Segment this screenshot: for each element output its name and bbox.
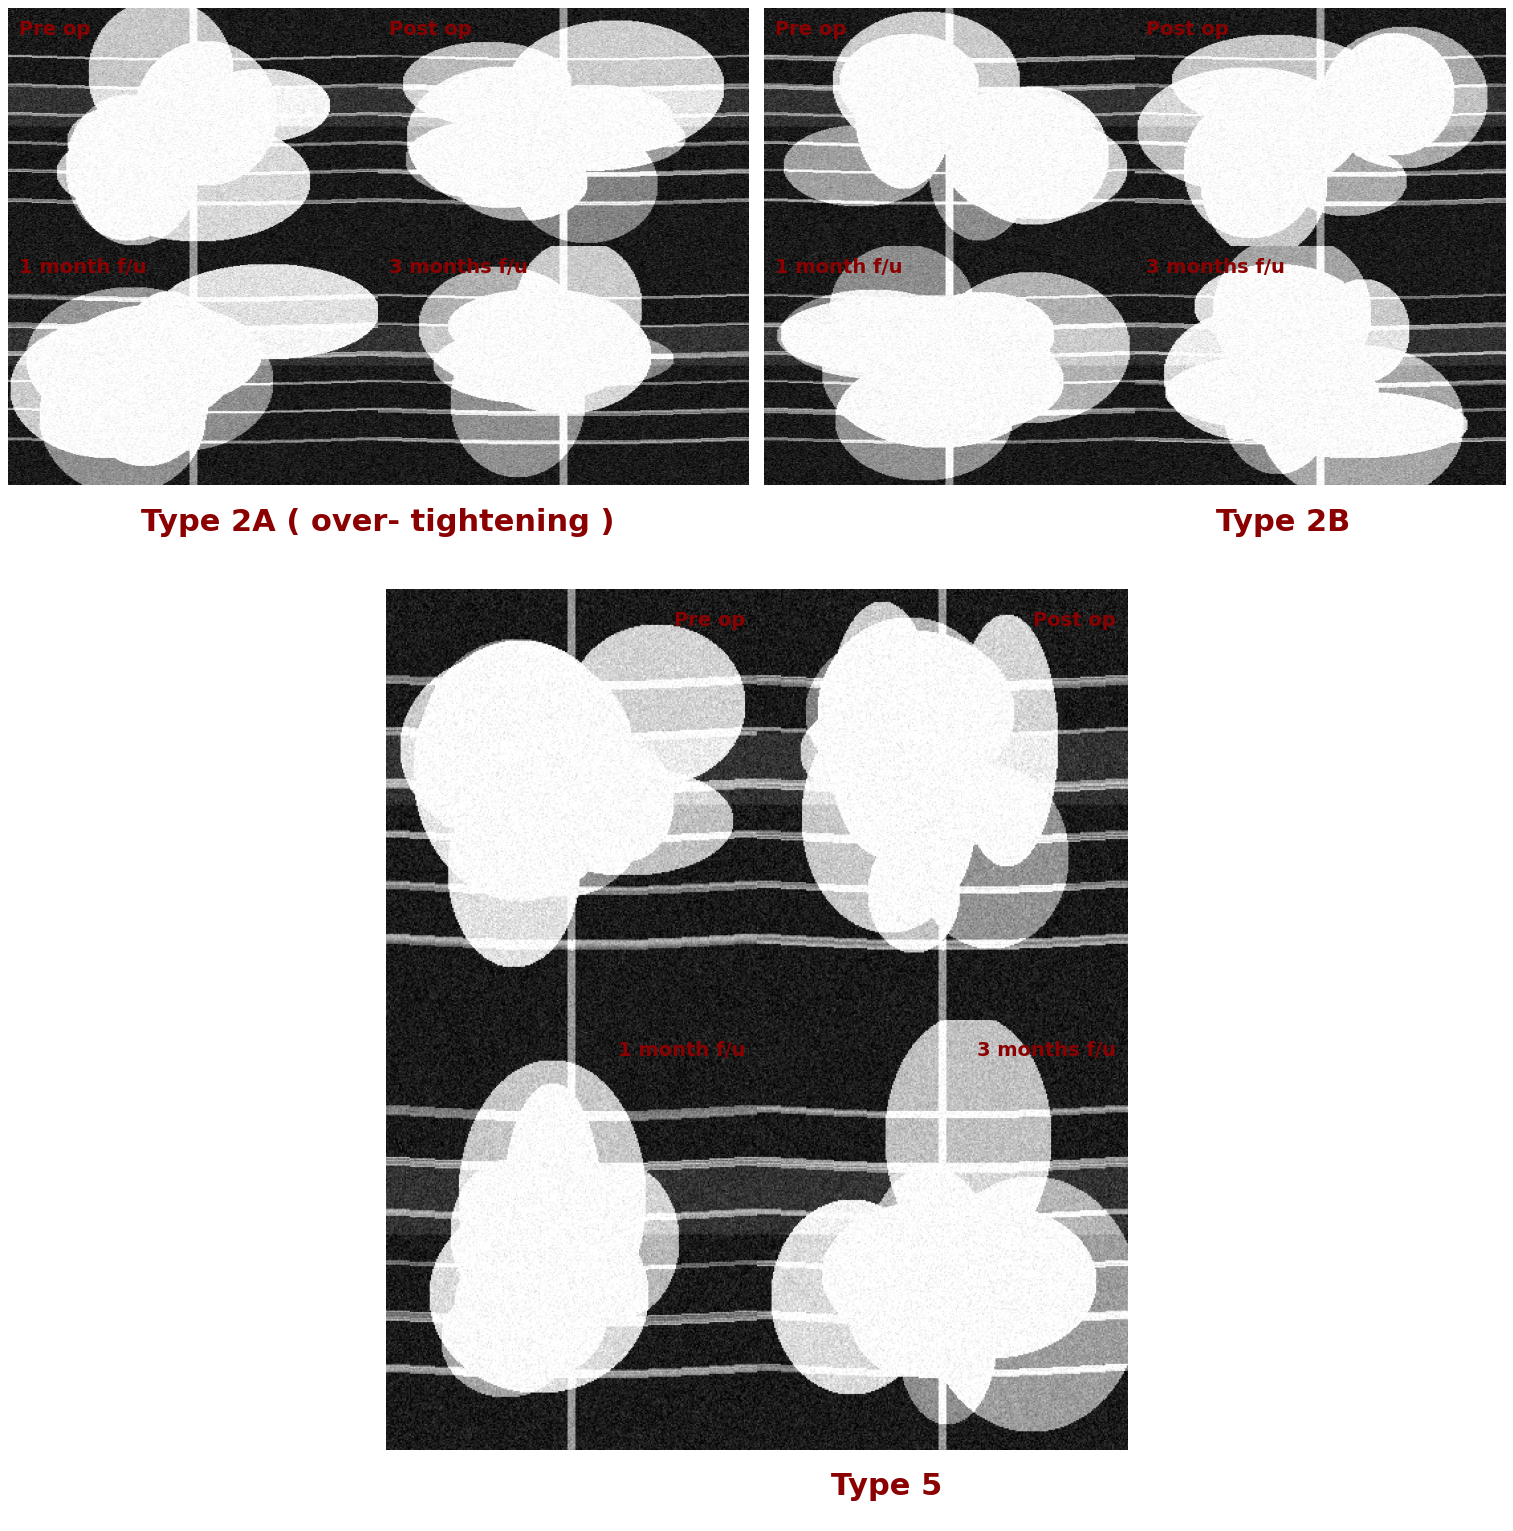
Text: 1 month f/u: 1 month f/u bbox=[617, 1041, 746, 1059]
Text: c: c bbox=[393, 1477, 405, 1496]
Text: Type 5: Type 5 bbox=[831, 1473, 943, 1500]
Text: Pre op: Pre op bbox=[775, 20, 846, 38]
Text: Type 2A ( over- tightening ): Type 2A ( over- tightening ) bbox=[142, 508, 614, 536]
Text: a: a bbox=[15, 513, 27, 531]
Text: Post op: Post op bbox=[1145, 20, 1229, 38]
Text: Post op: Post op bbox=[389, 20, 472, 38]
Text: 3 months f/u: 3 months f/u bbox=[389, 259, 528, 277]
Text: 3 months f/u: 3 months f/u bbox=[977, 1041, 1117, 1059]
Text: 3 months f/u: 3 months f/u bbox=[1145, 259, 1285, 277]
Text: 1 month f/u: 1 month f/u bbox=[775, 259, 903, 277]
Text: b: b bbox=[770, 513, 785, 531]
Text: Type 2B: Type 2B bbox=[1216, 508, 1350, 536]
Text: Post op: Post op bbox=[1033, 611, 1117, 629]
Text: Pre op: Pre op bbox=[18, 20, 89, 38]
Text: Pre op: Pre op bbox=[675, 611, 746, 629]
Text: 1 month f/u: 1 month f/u bbox=[18, 259, 147, 277]
